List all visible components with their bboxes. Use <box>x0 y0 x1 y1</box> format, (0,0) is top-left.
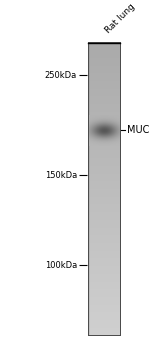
Text: MUC1: MUC1 <box>127 125 150 135</box>
Text: Rat lung: Rat lung <box>104 2 137 35</box>
Text: 250kDa: 250kDa <box>45 70 77 79</box>
Text: 150kDa: 150kDa <box>45 170 77 180</box>
Text: 100kDa: 100kDa <box>45 260 77 270</box>
